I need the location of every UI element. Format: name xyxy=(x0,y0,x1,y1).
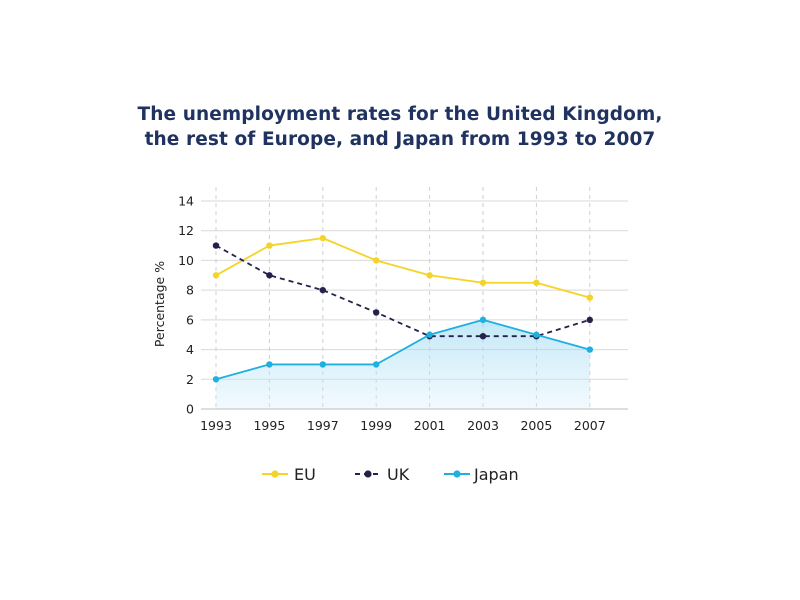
series xyxy=(212,234,593,383)
series-line-japan xyxy=(215,318,591,381)
point-japan-1993 xyxy=(212,376,220,383)
point-eu-1993 xyxy=(212,272,220,279)
point-uk-2003 xyxy=(479,333,487,340)
y-tick-label-14: 14 xyxy=(178,194,194,209)
point-uk-2007 xyxy=(586,316,593,324)
point-uk-1993 xyxy=(212,242,220,249)
japan-area xyxy=(216,319,590,409)
point-uk-1997 xyxy=(319,286,326,294)
x-tick-label-2007: 2007 xyxy=(574,418,606,433)
y-tick-label-4: 4 xyxy=(186,342,194,357)
point-japan-2005 xyxy=(533,331,540,338)
point-uk-1999 xyxy=(373,309,380,316)
legend: EU UK Japan xyxy=(262,465,519,484)
point-eu-1999 xyxy=(373,257,380,264)
point-japan-1999 xyxy=(373,361,380,368)
point-uk-1995 xyxy=(266,272,273,279)
x-tick-label-1999: 1999 xyxy=(360,418,392,433)
y-tick-label-0: 0 xyxy=(186,402,194,417)
legend-marker-japan xyxy=(453,470,461,478)
point-eu-2003 xyxy=(479,279,487,286)
legend-marker-uk xyxy=(364,470,372,478)
chart-title-line-2: the rest of Europe, and Japan from 1993 … xyxy=(144,129,656,150)
point-eu-1997 xyxy=(319,234,326,242)
legend-label-eu: EU xyxy=(294,465,316,484)
area-japan xyxy=(216,319,590,409)
series-line-uk xyxy=(215,244,591,338)
y-tick-label-2: 2 xyxy=(186,372,194,387)
legend-label-uk: UK xyxy=(387,465,410,484)
y-axis-label: Percentage % xyxy=(152,261,167,347)
x-tick-label-2005: 2005 xyxy=(520,418,552,433)
y-tick-label-10: 10 xyxy=(178,253,194,268)
point-japan-1995 xyxy=(266,361,273,368)
y-tick-label-12: 12 xyxy=(178,223,194,238)
y-tick-label-8: 8 xyxy=(186,283,194,298)
chart-title-line-1: The unemployment rates for the United Ki… xyxy=(137,104,663,125)
point-japan-2007 xyxy=(586,346,593,353)
x-tick-label-1997: 1997 xyxy=(307,418,339,433)
point-japan-2003 xyxy=(479,316,487,324)
point-eu-2005 xyxy=(533,279,540,286)
point-eu-1995 xyxy=(266,242,273,249)
legend-label-japan: Japan xyxy=(473,465,519,484)
y-tick-label-6: 6 xyxy=(186,312,194,327)
legend-marker-eu xyxy=(271,470,279,478)
point-eu-2001 xyxy=(426,272,433,279)
series-line-eu xyxy=(215,237,591,299)
axes: 0 2 4 6 8 10 12 14 1993 1995 1997 1999 2001 2003 2005 2… xyxy=(152,194,628,433)
point-eu-2007 xyxy=(586,294,593,301)
x-tick-label-2001: 2001 xyxy=(414,418,446,433)
x-tick-label-1995: 1995 xyxy=(253,418,285,433)
point-japan-2001 xyxy=(426,331,433,338)
point-japan-1997 xyxy=(319,361,326,368)
x-tick-label-1993: 1993 xyxy=(200,418,232,433)
x-tick-label-2003: 2003 xyxy=(467,418,499,433)
